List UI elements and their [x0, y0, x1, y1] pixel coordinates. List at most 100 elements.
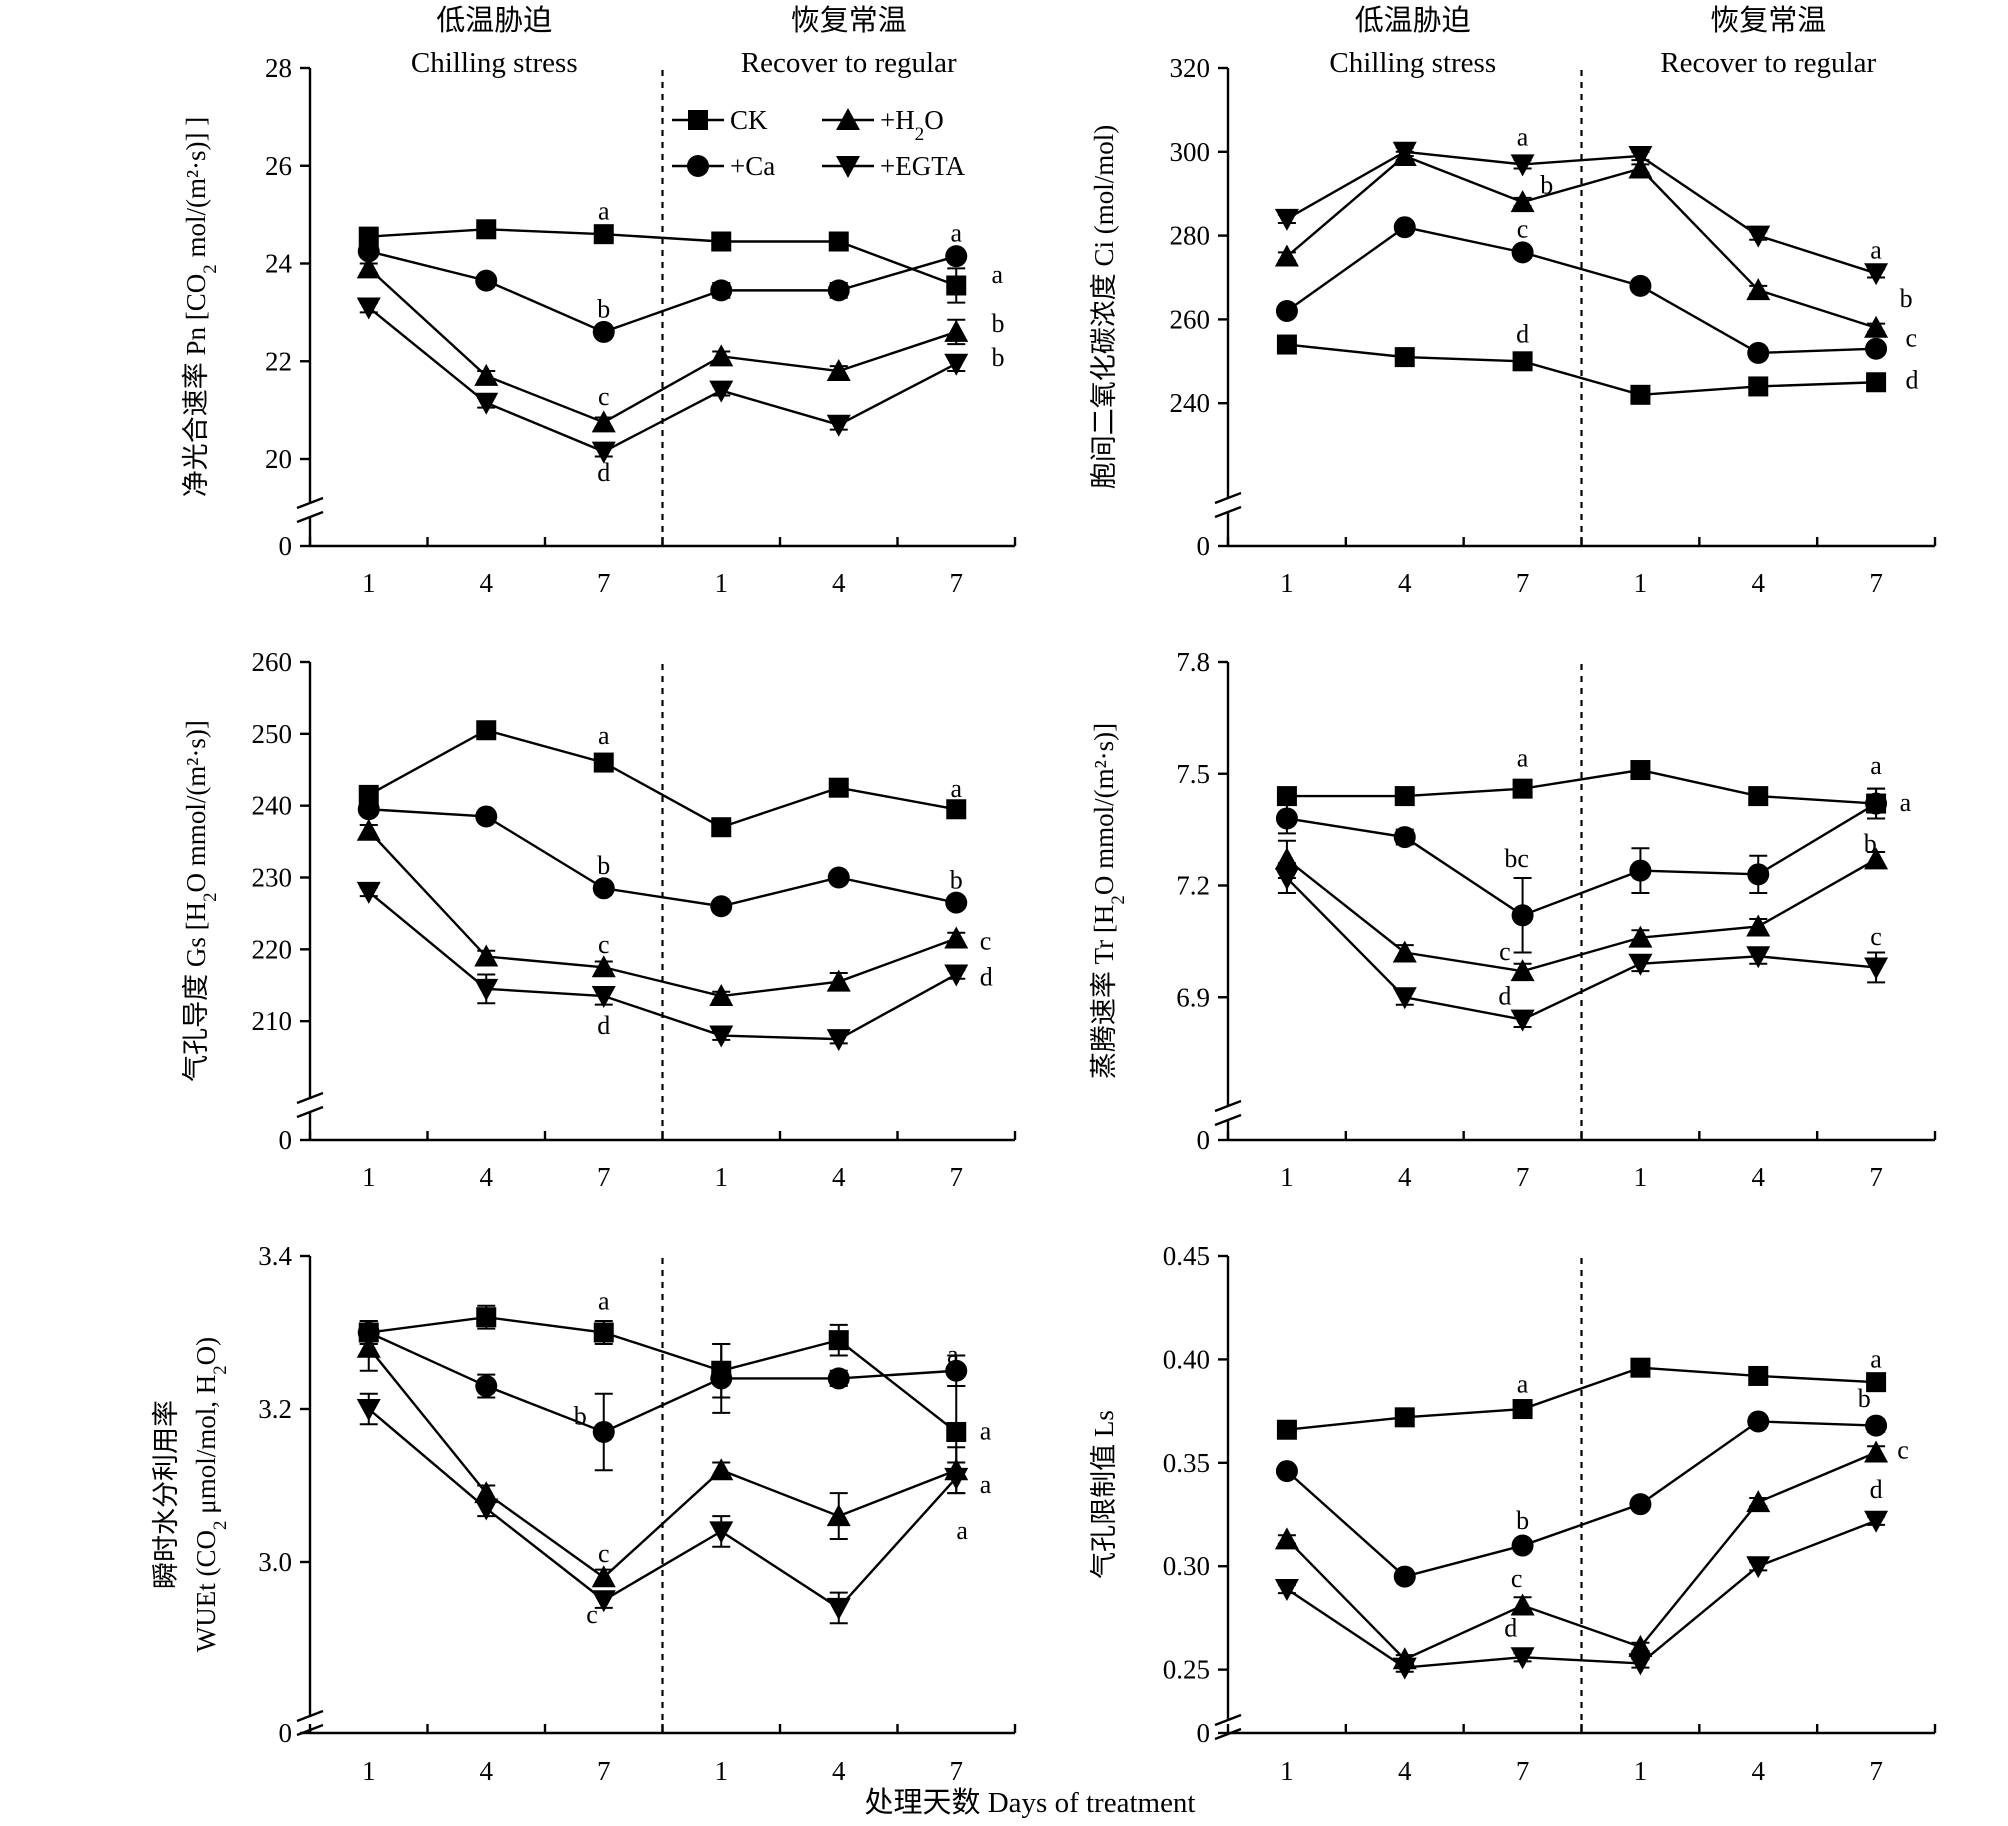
series-line [1286, 1420, 1877, 1578]
series-ca [1275, 1410, 1888, 1588]
series-line [368, 808, 957, 908]
significance-label: d [1498, 982, 1511, 1011]
data-point-square [593, 752, 614, 773]
panel-gs: 210 220 230 240 250 260 0 1 4 7 1 4 7 气孔导度 Gs [H2O mm… [181, 647, 1017, 1192]
data-point-triangle-down [826, 1597, 851, 1620]
x-tick-label: 1 [715, 1756, 729, 1786]
data-point-triangle-up [356, 256, 381, 279]
x-tick-label: 7 [950, 1756, 964, 1786]
data-point-circle [1865, 792, 1888, 815]
significance-label: a [598, 1287, 610, 1316]
series-line [1286, 150, 1877, 275]
y-tick-label: 3.4 [258, 1241, 292, 1271]
y-tick-label: 0.45 [1163, 1241, 1210, 1271]
series-line [1286, 1451, 1877, 1661]
x-tick-label: 4 [1398, 568, 1412, 598]
significance-label: b [1516, 1506, 1529, 1535]
series-h2o [356, 818, 969, 1007]
data-point-triangle-down [356, 881, 381, 904]
data-point-square [1630, 1357, 1651, 1378]
y-tick-label: 3.2 [258, 1394, 292, 1424]
y-tick-label-zero: 0 [279, 1718, 293, 1748]
data-point-circle [1393, 216, 1416, 239]
series-line [1286, 1366, 1877, 1431]
significance-label: b [1900, 284, 1913, 313]
series-ck [1276, 334, 1887, 405]
data-point-triangle-up [709, 984, 734, 1007]
phase-label-en: Recover to regular [741, 47, 957, 79]
y-tick-label-zero: 0 [1197, 1125, 1211, 1155]
data-point-circle [1747, 341, 1770, 364]
series-ca [1275, 787, 1888, 954]
series-line [1286, 225, 1877, 355]
series-ca [1275, 216, 1888, 364]
data-point-triangle-down [1274, 208, 1299, 231]
data-point-triangle-up [1864, 847, 1889, 870]
axis-break-mark [296, 496, 324, 510]
significance-label: b [992, 309, 1005, 338]
significance-label: c [1906, 324, 1918, 353]
data-point-triangle-down [1392, 1657, 1417, 1680]
data-point-square [476, 720, 497, 741]
y-tick-label: 230 [252, 863, 293, 893]
x-tick-label: 7 [1869, 568, 1883, 598]
series-line [368, 228, 957, 287]
x-tick-label: 4 [832, 1162, 846, 1192]
data-point-triangle-down [1864, 263, 1889, 286]
series-egta [356, 1392, 969, 1625]
data-point-triangle-up [709, 344, 734, 367]
significance-label: a [992, 260, 1004, 289]
panel-ci: 240 260 280 300 320 0 1 4 7 1 4 7 低温胁迫 Chilling stres… [1089, 4, 1937, 598]
significance-label: d [1870, 1475, 1883, 1504]
y-tick-label: 0.25 [1163, 1655, 1210, 1685]
x-tick-label: 4 [832, 568, 846, 598]
x-tick-label: 1 [1280, 1162, 1294, 1192]
phase-label-en: Chilling stress [411, 47, 578, 79]
data-point-triangle-down [1510, 154, 1535, 177]
series-egta [356, 297, 969, 464]
data-point-square [1276, 1419, 1297, 1440]
phase-label-en: Chilling stress [1329, 47, 1496, 79]
significance-label: c [1511, 1564, 1523, 1593]
x-tick-label: 1 [1634, 568, 1648, 598]
series-ck [1276, 1357, 1887, 1440]
panel-wuet: 3.0 3.2 3.4 0 1 4 7 1 4 7 瞬时水分利用率 WUEt (CO2 μmol/mo… [151, 1241, 1017, 1786]
x-tick-label: 7 [950, 568, 964, 598]
phase-label-cn: 恢复常温 [791, 4, 907, 37]
data-point-triangle-down [944, 964, 969, 987]
series-h2o [1274, 143, 1889, 338]
series-egta [1274, 1510, 1889, 1680]
significance-label: a [1870, 1345, 1882, 1374]
x-tick-label: 1 [715, 568, 729, 598]
x-tick-label: 7 [1516, 1162, 1530, 1192]
data-point-circle [1511, 241, 1534, 264]
data-point-triangle-down [1628, 953, 1653, 976]
legend-item-ca: +Ca [672, 151, 775, 181]
data-point-square [1748, 1365, 1769, 1386]
legend-label: +H2O [880, 105, 944, 145]
y-tick-label: 300 [1170, 137, 1211, 167]
significance-label: d [980, 962, 993, 991]
series-egta [1274, 862, 1889, 1032]
data-point-circle [1275, 807, 1298, 830]
data-point-triangle-up [591, 410, 616, 433]
x-tick-label: 7 [1516, 1756, 1530, 1786]
series-ca [357, 1320, 968, 1472]
data-point-circle [945, 1359, 968, 1382]
y-tick-label-zero: 0 [279, 1125, 293, 1155]
series-egta [356, 881, 969, 1052]
x-tick-label: 4 [1752, 1162, 1766, 1192]
data-point-square [1394, 1407, 1415, 1428]
data-point-circle [357, 798, 380, 821]
data-point-square [593, 224, 614, 245]
data-point-circle [1747, 1410, 1770, 1433]
x-tick-label: 4 [1752, 1756, 1766, 1786]
legend-marker-triangle-down [836, 156, 860, 178]
panel-pn: 20 22 24 26 28 0 1 4 7 1 4 7 低温胁迫 Chilling stress 恢复常温… [181, 4, 1017, 598]
data-point-square [1394, 347, 1415, 368]
legend-label: CK [730, 105, 768, 135]
significance-label: b [597, 294, 610, 323]
phase-label-cn: 低温胁迫 [1355, 4, 1471, 37]
